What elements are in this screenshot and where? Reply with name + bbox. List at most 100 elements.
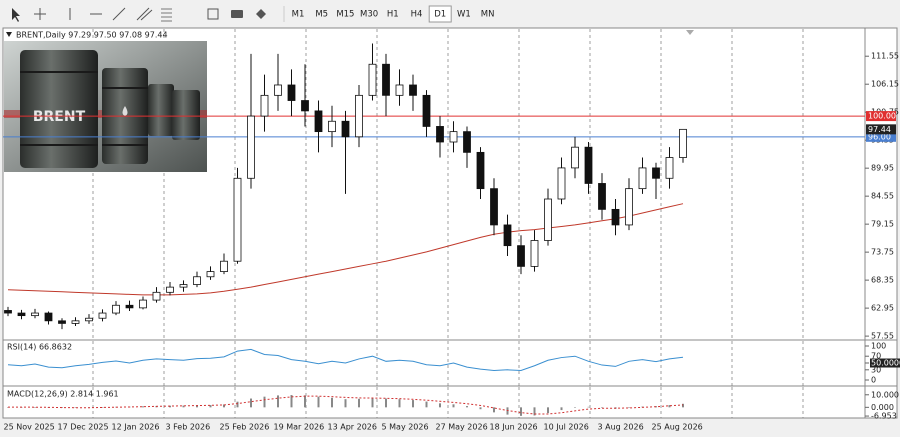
- candle-body: [274, 84, 282, 96]
- candle-body: [463, 131, 471, 153]
- macd-bar: [209, 405, 212, 408]
- moving-average: [7, 203, 684, 296]
- macd-bar: [223, 404, 225, 408]
- y-tick-label: 62.95: [871, 304, 894, 313]
- macd-bar: [169, 405, 171, 408]
- rsi-line: [7, 348, 684, 371]
- y-tick-label: 0.000: [871, 403, 894, 412]
- macd-bar: [277, 395, 279, 408]
- indicator-title: RSI(14) 66.8632: [7, 343, 72, 352]
- x-tick-label: 25 Nov 2025: [4, 423, 55, 432]
- macd-bar: [74, 407, 77, 408]
- macd-bar: [142, 406, 144, 408]
- level-label-bg: [870, 358, 900, 368]
- shapes-tool[interactable]: [256, 9, 266, 19]
- candle-body: [476, 151, 485, 190]
- timeframe-button[interactable]: M1: [292, 10, 305, 20]
- macd-bar: [533, 407, 536, 416]
- candle-body: [206, 271, 215, 278]
- macd-bar: [668, 405, 671, 408]
- chart-title: BRENT,Daily 97.29 97.50 97.08 97.44: [16, 31, 168, 40]
- timeframe-button[interactable]: H4: [411, 10, 423, 20]
- timeframe-bar: M1 M5 M15 M30 H1 H4 D1 W1 MN: [292, 5, 495, 23]
- label-tool[interactable]: [231, 10, 243, 18]
- crosshair-tool[interactable]: [34, 8, 46, 20]
- candle-body: [4, 310, 12, 314]
- macd-bar: [344, 399, 347, 408]
- drop-icon: [122, 106, 128, 116]
- candle-body: [314, 110, 323, 133]
- candle-body: [625, 188, 633, 226]
- macd-bar: [574, 407, 576, 408]
- candle-body: [517, 245, 525, 267]
- y-tick-label: 70: [871, 352, 881, 361]
- candle-body: [355, 94, 363, 138]
- barrel: [148, 84, 174, 136]
- timeframe-selected: [428, 5, 452, 23]
- signal-line: [8, 395, 684, 415]
- candle-body: [220, 260, 228, 272]
- timeframe-button[interactable]: MN: [481, 10, 495, 20]
- y-tick-label: 111.55: [871, 52, 899, 61]
- x-tick-label: 19 Mar 2026: [274, 423, 325, 432]
- x-tick-label: 3 Aug 2026: [598, 423, 644, 432]
- candle-body: [436, 126, 444, 143]
- macd-bar: [61, 407, 63, 408]
- timeframe-button[interactable]: M30: [360, 10, 378, 20]
- fibo-tool[interactable]: [161, 8, 172, 22]
- candle-body: [544, 198, 552, 241]
- candle-body: [382, 63, 390, 96]
- y-tick-label: 79.15: [871, 220, 894, 229]
- candle-body: [328, 120, 336, 133]
- candle-body: [341, 120, 350, 138]
- barrel-label: BRENT: [33, 109, 86, 125]
- channel-tool[interactable]: [136, 7, 153, 21]
- candle-body: [652, 167, 660, 179]
- price-label: 96.00: [868, 132, 891, 141]
- candle-body: [152, 291, 161, 301]
- y-tick-label: 0: [871, 376, 876, 385]
- x-tick-label: 5 May 2026: [382, 423, 429, 432]
- cursor-tool[interactable]: [12, 8, 20, 22]
- y-tick-label: 84.55: [871, 192, 894, 201]
- y-tick-label: 30: [871, 365, 881, 374]
- trendline-tool[interactable]: [112, 7, 126, 21]
- x-tick-label: 25 Feb 2026: [220, 423, 270, 432]
- timeframe-button[interactable]: M5: [315, 10, 328, 20]
- macd-bar: [304, 395, 306, 408]
- x-tick-label: 10 Jul 2026: [544, 423, 589, 432]
- candle-body: [260, 94, 269, 117]
- candle-body: [233, 177, 242, 262]
- price-label-bg: [866, 111, 896, 122]
- macd-bar: [493, 407, 495, 413]
- macd-bar: [263, 396, 266, 408]
- timeframe-button[interactable]: D1: [434, 10, 446, 20]
- barrel-ring: [20, 71, 148, 146]
- candle-body: [584, 146, 593, 184]
- y-tick-label: 106.15: [871, 80, 899, 89]
- y-tick-label: 10.000: [871, 390, 899, 399]
- candle-body: [449, 131, 458, 143]
- timeframe-button[interactable]: H1: [387, 10, 399, 20]
- candle-body: [503, 224, 512, 247]
- candle-body: [139, 299, 147, 309]
- candle-body: [368, 63, 377, 96]
- timeframe-button[interactable]: M15: [336, 10, 354, 20]
- macd-bar: [385, 398, 387, 408]
- price-label-bg: [866, 124, 896, 135]
- x-tick-label: 3 Feb 2026: [166, 423, 211, 432]
- timeframe-button[interactable]: W1: [457, 10, 471, 20]
- shift-marker[interactable]: [686, 30, 694, 35]
- candle-body: [638, 167, 647, 190]
- brent-image: BRENT: [4, 41, 207, 172]
- barrel: [20, 50, 98, 168]
- text-tool[interactable]: [207, 8, 219, 20]
- x-tick-label: 17 Dec 2025: [58, 423, 109, 432]
- candle-body: [422, 94, 431, 127]
- candle-body: [71, 320, 80, 324]
- candle-body: [125, 304, 134, 309]
- candle-body: [598, 183, 606, 210]
- macd-bar: [358, 398, 360, 408]
- candle-body: [193, 276, 201, 285]
